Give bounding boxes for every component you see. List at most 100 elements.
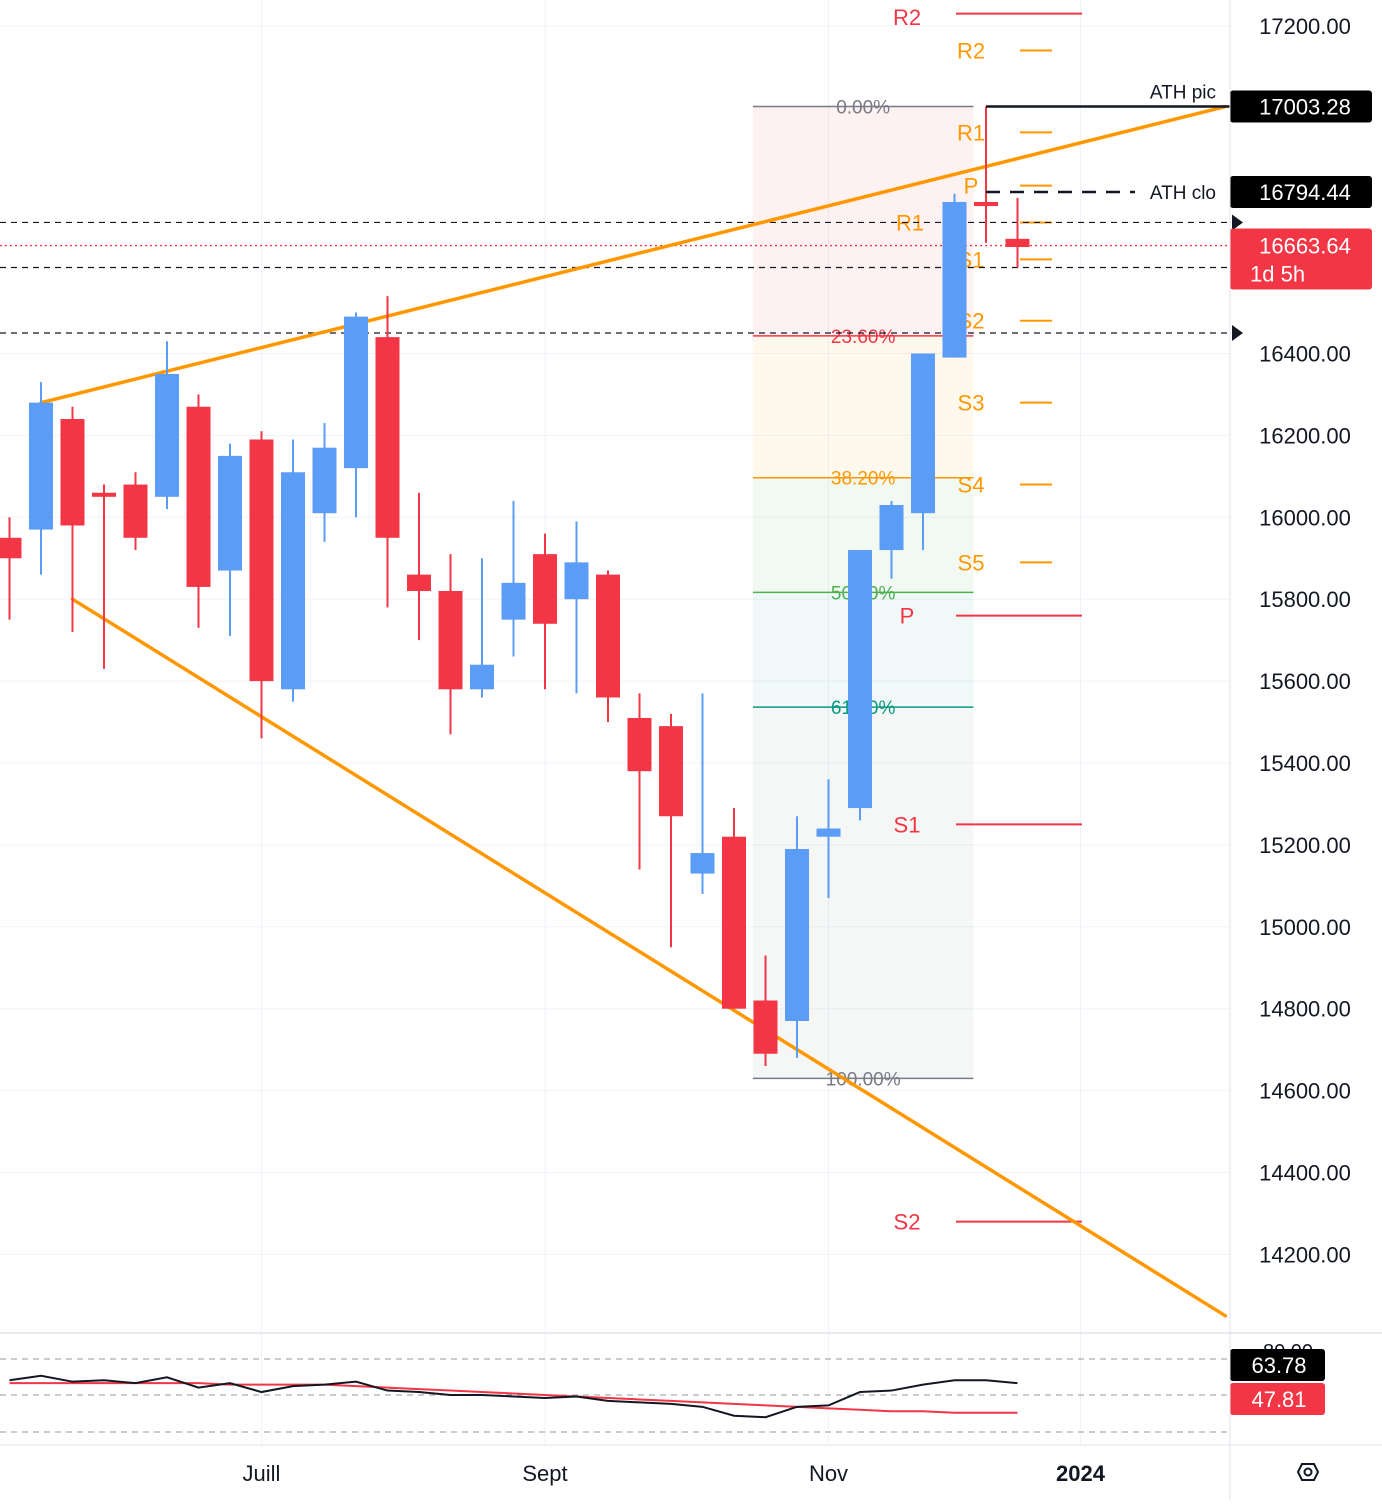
rsi-ma-badge	[1230, 1383, 1325, 1415]
candle	[848, 550, 872, 821]
candle-body	[29, 402, 53, 530]
price-tick-label: 15000.00	[1259, 915, 1351, 940]
price-axis: 17200.00 16400.00 16200.00 16000.00 15800.00…	[1230, 14, 1372, 1267]
ath-peak-label: ATH pic	[1150, 82, 1216, 103]
price-tick-label: 14400.00	[1259, 1161, 1351, 1186]
fib-band	[752, 106, 974, 336]
candle	[375, 296, 400, 608]
candle	[533, 533, 557, 690]
price-tick-label: 14200.00	[1259, 1242, 1351, 1267]
channel-line	[39, 104, 1228, 405]
candle	[785, 816, 809, 1058]
candle	[218, 443, 242, 637]
candle	[281, 439, 305, 702]
candle	[438, 554, 463, 735]
price-tick-label: 16000.00	[1259, 505, 1351, 530]
ath-annotations: ATH pic ATH clo	[986, 82, 1230, 204]
settings-icon[interactable]	[1296, 1463, 1320, 1481]
candle-body	[627, 717, 652, 772]
candle	[659, 713, 683, 948]
candle-body	[879, 505, 904, 551]
fib-level-label: 0.00%	[836, 97, 890, 118]
rsi-value: 63.78	[1251, 1353, 1306, 1378]
candle	[186, 394, 211, 628]
price-tick-label: 15200.00	[1259, 833, 1351, 858]
fib-level-label: 38.20%	[831, 469, 896, 490]
candle	[627, 693, 652, 870]
candle-body	[942, 201, 967, 358]
candle-body	[92, 492, 116, 497]
candle	[911, 353, 935, 551]
candle	[123, 472, 148, 551]
candle-body	[312, 447, 337, 514]
settings-icon-center	[1303, 1467, 1313, 1477]
candle-body	[155, 373, 179, 497]
ath-close-label: ATH clo	[1150, 183, 1216, 204]
candle-body	[659, 726, 683, 817]
candle-body	[218, 455, 242, 571]
candle-body	[186, 406, 211, 587]
candle	[60, 406, 85, 632]
pivot-red-label: R2	[893, 5, 921, 30]
current-price-value: 16663.64	[1259, 234, 1351, 259]
candle-body	[564, 562, 589, 600]
candle-body	[438, 591, 463, 690]
candles	[0, 106, 1030, 1067]
candle-body	[816, 828, 841, 837]
candle-body	[785, 848, 809, 1021]
candle	[942, 193, 967, 358]
ath-peak-value: 17003.28	[1259, 94, 1351, 119]
price-tick-label: 17200.00	[1259, 14, 1351, 39]
price-tick-label: 15800.00	[1259, 587, 1351, 612]
candle-body	[0, 537, 22, 559]
candle-body	[848, 550, 872, 809]
pivot-red-label: P	[900, 604, 915, 629]
candle-body	[974, 201, 998, 207]
candle-body	[1005, 238, 1030, 248]
candle	[816, 779, 841, 899]
price-tick-label: 15400.00	[1259, 751, 1351, 776]
candle	[753, 955, 778, 1067]
candle	[470, 558, 494, 698]
time-tick-label: Nov	[809, 1461, 848, 1486]
pivot-orange-label: R2	[957, 38, 985, 63]
ath-peak-badge	[1230, 90, 1372, 123]
ath-close-value: 16794.44	[1259, 180, 1351, 205]
candle-body	[533, 554, 557, 624]
pivot-orange-label: S5	[958, 550, 985, 575]
candle-body	[690, 853, 715, 874]
pivot-orange-label: P	[964, 174, 979, 199]
pivot-orange-label: S3	[958, 391, 985, 416]
candle-countdown: 1d 5h	[1250, 262, 1305, 287]
time-tick-label: 2024	[1056, 1461, 1106, 1486]
candle	[29, 382, 53, 575]
candle-body	[375, 337, 400, 538]
pivot-red-label: S2	[894, 1210, 921, 1235]
candle-body	[753, 1000, 778, 1054]
candle	[155, 341, 179, 510]
pivot-orange-label: R1	[957, 120, 985, 145]
price-tick-label: 15600.00	[1259, 669, 1351, 694]
candle	[501, 500, 526, 657]
candle-body	[123, 484, 148, 538]
candle	[690, 693, 715, 895]
rsi-line	[9, 1374, 1018, 1419]
price-tick-label: 14600.00	[1259, 1079, 1351, 1104]
fib-level-label: 23.60%	[831, 327, 896, 348]
candle	[407, 492, 431, 641]
settings-control[interactable]	[1296, 1463, 1320, 1481]
price-tick-label: 16400.00	[1259, 342, 1351, 367]
candle-body	[596, 574, 620, 698]
candle	[344, 312, 368, 518]
candle-body	[60, 419, 85, 526]
candle	[0, 517, 22, 620]
candle-body	[249, 439, 274, 682]
candle	[312, 423, 337, 542]
candle-body	[281, 472, 305, 690]
candle	[722, 808, 746, 1009]
candle	[1005, 197, 1030, 268]
